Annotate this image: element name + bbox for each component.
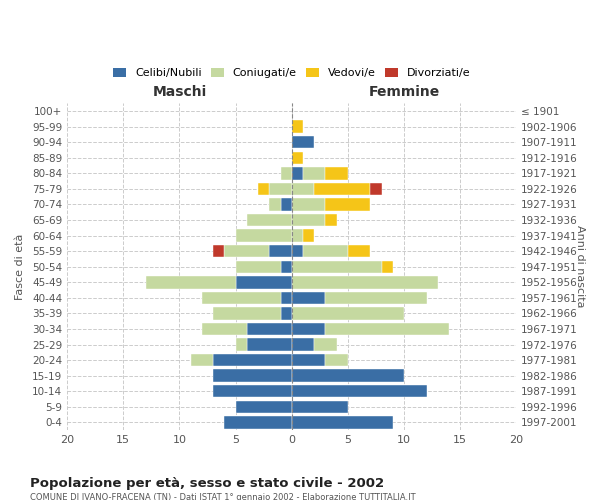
- Bar: [325, 323, 449, 335]
- Bar: [292, 230, 303, 242]
- Bar: [303, 167, 325, 179]
- Bar: [281, 167, 292, 179]
- Y-axis label: Anni di nascita: Anni di nascita: [575, 226, 585, 308]
- Bar: [281, 307, 292, 320]
- Bar: [224, 245, 269, 258]
- Bar: [247, 323, 292, 335]
- Bar: [303, 245, 348, 258]
- Bar: [281, 260, 292, 273]
- Bar: [191, 354, 213, 366]
- Bar: [292, 416, 393, 428]
- Bar: [281, 292, 292, 304]
- Bar: [213, 354, 292, 366]
- Bar: [292, 198, 325, 210]
- Bar: [213, 245, 224, 258]
- Text: Maschi: Maschi: [152, 84, 206, 98]
- Bar: [269, 182, 292, 195]
- Bar: [202, 323, 247, 335]
- Bar: [325, 354, 348, 366]
- Bar: [213, 385, 292, 398]
- Bar: [247, 338, 292, 351]
- Bar: [281, 198, 292, 210]
- Bar: [303, 230, 314, 242]
- Text: Femmine: Femmine: [368, 84, 440, 98]
- Bar: [269, 245, 292, 258]
- Bar: [213, 307, 281, 320]
- Bar: [292, 323, 325, 335]
- Bar: [370, 182, 382, 195]
- Bar: [236, 400, 292, 413]
- Bar: [292, 182, 314, 195]
- Bar: [292, 385, 427, 398]
- Text: COMUNE DI IVANO-FRACENA (TN) - Dati ISTAT 1° gennaio 2002 - Elaborazione TUTTITA: COMUNE DI IVANO-FRACENA (TN) - Dati ISTA…: [30, 492, 416, 500]
- Bar: [325, 214, 337, 226]
- Bar: [314, 182, 370, 195]
- Bar: [325, 292, 427, 304]
- Bar: [292, 276, 438, 288]
- Bar: [292, 370, 404, 382]
- Bar: [292, 245, 303, 258]
- Bar: [292, 400, 348, 413]
- Bar: [292, 354, 325, 366]
- Bar: [202, 292, 281, 304]
- Bar: [247, 214, 292, 226]
- Bar: [269, 198, 281, 210]
- Text: Popolazione per età, sesso e stato civile - 2002: Popolazione per età, sesso e stato civil…: [30, 478, 384, 490]
- Bar: [292, 292, 325, 304]
- Bar: [224, 416, 292, 428]
- Bar: [292, 260, 382, 273]
- Y-axis label: Fasce di età: Fasce di età: [15, 234, 25, 300]
- Bar: [292, 136, 314, 148]
- Bar: [382, 260, 393, 273]
- Bar: [292, 152, 303, 164]
- Bar: [325, 198, 370, 210]
- Bar: [325, 167, 348, 179]
- Bar: [213, 370, 292, 382]
- Bar: [146, 276, 236, 288]
- Bar: [348, 245, 370, 258]
- Bar: [236, 338, 247, 351]
- Bar: [236, 230, 292, 242]
- Bar: [292, 120, 303, 133]
- Bar: [314, 338, 337, 351]
- Bar: [236, 276, 292, 288]
- Bar: [236, 260, 281, 273]
- Bar: [292, 307, 404, 320]
- Bar: [292, 214, 325, 226]
- Legend: Celibi/Nubili, Coniugati/e, Vedovi/e, Divorziati/e: Celibi/Nubili, Coniugati/e, Vedovi/e, Di…: [109, 63, 475, 82]
- Bar: [292, 338, 314, 351]
- Bar: [258, 182, 269, 195]
- Bar: [292, 167, 303, 179]
